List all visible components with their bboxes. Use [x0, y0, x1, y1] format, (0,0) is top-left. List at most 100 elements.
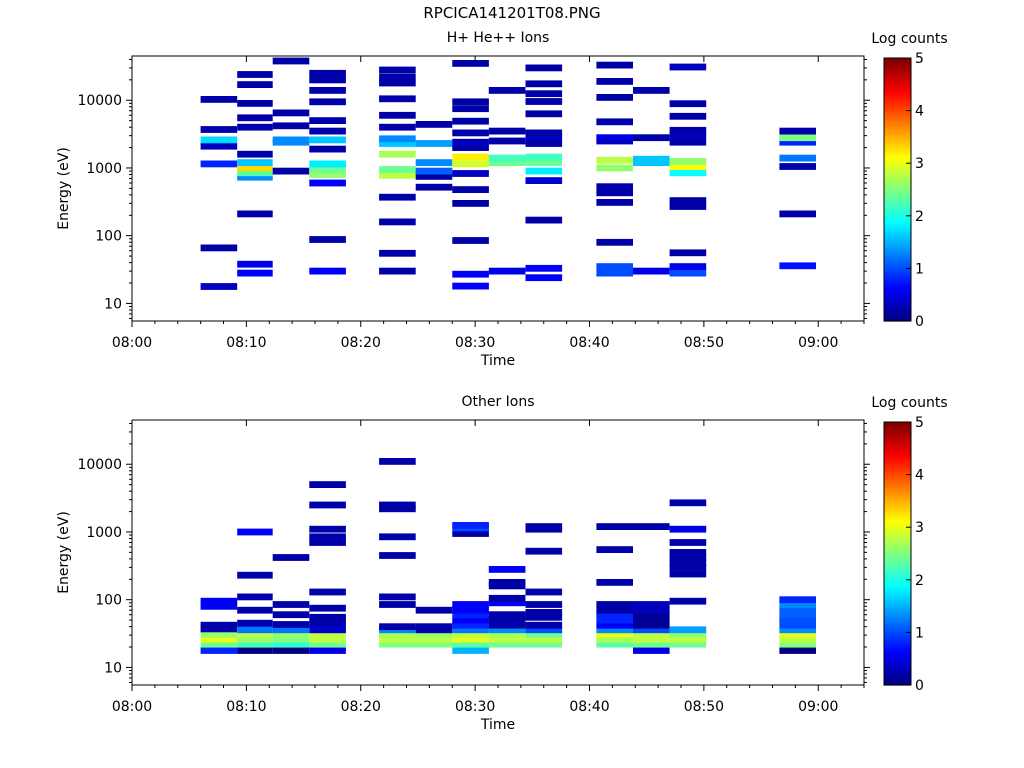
heatmap-cell — [452, 635, 489, 643]
colorbar-segment — [884, 157, 911, 162]
heatmap-cell — [525, 153, 563, 161]
heatmap-cell — [309, 127, 346, 135]
colorbar-segment — [884, 445, 911, 449]
colorbar-segment — [884, 679, 911, 683]
colorbar-segment — [884, 150, 911, 154]
heatmap-cell — [525, 635, 563, 643]
heatmap-cell — [488, 616, 526, 624]
colorbar-segment — [884, 223, 911, 227]
colorbar-segment — [884, 76, 911, 80]
heatmap-cell — [525, 601, 563, 608]
heatmap-cell — [237, 71, 273, 78]
heatmap-cell — [633, 606, 670, 614]
colorbar-segment — [884, 550, 911, 555]
heatmap-cell — [669, 132, 707, 140]
heatmap-cell — [272, 630, 310, 638]
heatmap-cell — [633, 626, 670, 634]
x-tick-label: 08:20 — [341, 335, 381, 351]
colorbar-segment — [884, 118, 911, 122]
heatmap-cell — [237, 593, 273, 601]
heatmap-cell — [415, 159, 453, 166]
heatmap-cell — [669, 163, 707, 170]
heatmap-cell — [452, 170, 489, 177]
colorbar-segment — [884, 524, 911, 528]
colorbar-segment — [884, 171, 911, 175]
colorbar-segment — [884, 656, 911, 660]
x-tick-label: 08:50 — [684, 699, 724, 715]
colorbar-segment — [884, 123, 911, 127]
colorbar-tick-label: 4 — [915, 104, 924, 120]
heatmap-cell — [633, 134, 670, 142]
heatmap-cell — [669, 570, 707, 578]
heatmap-cell — [379, 501, 416, 509]
colorbar-segment — [884, 139, 911, 143]
heatmap-cell — [200, 621, 238, 629]
heatmap-cell — [379, 593, 416, 601]
heatmap-cell — [596, 164, 633, 172]
heatmap-cell — [272, 626, 310, 634]
colorbar-segment — [884, 63, 911, 67]
heatmap-cell — [237, 164, 273, 172]
heatmap-cell — [596, 156, 633, 164]
heatmap-cell — [596, 238, 633, 246]
colorbar-segment — [884, 440, 911, 444]
heatmap-cell — [379, 458, 416, 465]
heatmap-cell — [415, 630, 453, 638]
colorbar-segment — [884, 629, 911, 633]
colorbar-segment — [884, 215, 911, 220]
heatmap-cell — [488, 159, 526, 166]
heatmap-cell — [452, 160, 489, 168]
heatmap-cell — [633, 635, 670, 643]
colorbar-segment — [884, 556, 911, 560]
heatmap-cell — [596, 626, 633, 634]
colorbar-segment — [884, 587, 911, 591]
colorbar-segment — [884, 194, 911, 198]
colorbar-segment — [884, 479, 911, 484]
heatmap-cell — [669, 626, 707, 634]
colorbar-segment — [884, 595, 911, 599]
heatmap-cell — [596, 606, 633, 614]
colorbar-segment — [884, 542, 911, 547]
heatmap-cell — [779, 635, 816, 643]
heatmap-cell — [415, 183, 453, 191]
heatmap-cell — [237, 619, 273, 627]
heatmap-cell — [779, 138, 816, 146]
heatmap-cell — [452, 530, 489, 537]
heatmap-cell — [669, 249, 707, 257]
colorbar-segment — [884, 268, 911, 272]
heatmap-cell — [525, 98, 563, 105]
heatmap-cell — [669, 112, 707, 120]
colorbar-segment — [884, 429, 911, 434]
colorbar-segment — [884, 527, 911, 531]
heatmap-cell — [488, 621, 526, 629]
heatmap-cell — [596, 61, 633, 69]
colorbar-segment — [884, 110, 911, 114]
heatmap-cell — [309, 626, 346, 634]
colorbar-segment — [884, 94, 911, 99]
colorbar-segment — [884, 469, 911, 473]
heatmap-cell — [488, 626, 526, 634]
colorbar-segment — [884, 200, 911, 204]
colorbar-segment — [884, 131, 911, 135]
colorbar-segment — [884, 482, 911, 486]
heatmap-cell — [379, 171, 416, 179]
heatmap-cell — [779, 596, 816, 604]
heatmap-cell — [633, 647, 670, 654]
colorbar-segment — [884, 603, 911, 607]
heatmap-cell — [309, 98, 346, 106]
colorbar-segment — [884, 228, 911, 233]
colorbar-segment — [884, 315, 911, 319]
heatmap-cell — [669, 126, 707, 134]
heatmap-cell — [415, 167, 453, 175]
heatmap-cell — [237, 260, 273, 268]
heatmap-cell — [415, 140, 453, 147]
heatmap-cell — [633, 267, 670, 275]
colorbar-segment — [884, 281, 911, 285]
heatmap-cell — [488, 611, 526, 619]
heatmap-cell — [379, 601, 416, 608]
colorbar-segment — [884, 477, 911, 481]
heatmap-cell — [237, 647, 273, 654]
colorbar-tick-label: 2 — [915, 573, 924, 589]
heatmap-cell — [525, 64, 563, 72]
colorbar-segment — [884, 294, 911, 298]
